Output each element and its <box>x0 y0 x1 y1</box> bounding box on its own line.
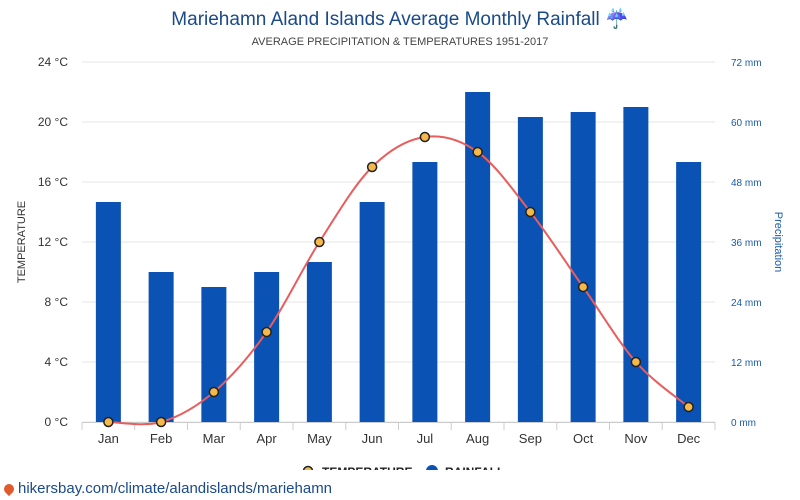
y-right-tick-label: 60 mm <box>731 118 762 129</box>
rainfall-bar[interactable] <box>359 202 385 422</box>
temperature-point[interactable] <box>155 416 167 428</box>
temperature-point[interactable] <box>419 131 431 143</box>
x-tick-label: Oct <box>573 431 594 446</box>
legend[interactable]: TEMPERATURE RAINFALL <box>298 465 504 470</box>
legend-temperature-label[interactable]: TEMPERATURE <box>322 465 412 470</box>
rainfall-bar[interactable] <box>201 287 227 422</box>
chart: 0 °C 0 mm 4 °C 12 mm 8 °C 24 mm 12 °C 36 mm 16 °… <box>16 55 784 470</box>
y-right-tick-label: 0 mm <box>731 418 756 429</box>
rainfall-bar[interactable] <box>465 92 491 422</box>
temperature-point[interactable] <box>683 401 694 413</box>
y-right-tick-label: 12 mm <box>731 358 762 369</box>
x-tick-label: Jan <box>98 431 119 446</box>
y-left-tick-label: 4 °C <box>45 355 69 369</box>
rainfall-bar[interactable] <box>148 272 174 422</box>
rainfall-bar[interactable] <box>570 112 596 422</box>
temperature-point[interactable] <box>472 146 483 158</box>
x-tick-label: Aug <box>466 431 489 446</box>
y-left-axis-label: TEMPERATURE <box>16 201 28 283</box>
y-right-tick-label: 36 mm <box>731 238 762 249</box>
temperature-point[interactable] <box>261 326 272 338</box>
x-tick-label: Feb <box>150 431 172 446</box>
x-tick-label: Mar <box>203 431 226 446</box>
x-tick-label: Jun <box>362 431 383 446</box>
temperature-points <box>103 131 694 428</box>
y-left-tick-label: 12 °C <box>38 235 68 249</box>
y-left-tick-label: 20 °C <box>38 115 68 129</box>
y-right-tick-label: 48 mm <box>731 178 762 189</box>
temperature-point[interactable] <box>577 281 589 293</box>
grid-lines <box>82 61 715 423</box>
y-right-tick-label: 72 mm <box>731 58 762 69</box>
legend-temperature-marker <box>302 465 314 470</box>
x-tick-label: Dec <box>677 431 701 446</box>
x-tick-label: Sep <box>519 431 542 446</box>
temperature-point[interactable] <box>366 161 378 173</box>
x-tick-label: Apr <box>257 431 278 446</box>
umbrella-rain-icon: ☔ <box>605 9 629 30</box>
rainfall-bar[interactable] <box>306 262 332 422</box>
x-tick-label: May <box>307 431 332 446</box>
temperature-point[interactable] <box>314 236 325 248</box>
source-credit[interactable]: hikersbay.com/climate/alandislands/marie… <box>1 480 333 497</box>
x-tick-label: Jul <box>417 431 434 446</box>
y-left-tick-label: 16 °C <box>38 175 68 189</box>
legend-rainfall-label[interactable]: RAINFALL <box>445 465 504 470</box>
source-credit-text[interactable]: hikersbay.com/climate/alandislands/marie… <box>18 480 333 497</box>
location-pin-icon <box>1 481 17 496</box>
y-left-tick-label: 0 °C <box>45 415 69 429</box>
chart-title-text: Mariehamn Aland Islands Average Monthly … <box>171 9 600 30</box>
temperature-point[interactable] <box>525 206 536 218</box>
temperature-point[interactable] <box>630 356 642 368</box>
rainfall-bar[interactable] <box>623 107 649 422</box>
temperature-point[interactable] <box>208 386 220 398</box>
rainfall-bar[interactable] <box>412 162 438 422</box>
y-left-tick-label: 24 °C <box>38 55 68 69</box>
rainfall-bar[interactable] <box>254 272 280 422</box>
y-right-tick-label: 24 mm <box>731 298 762 309</box>
rainfall-bar[interactable] <box>676 162 702 422</box>
x-tick-label: Nov <box>624 431 648 446</box>
y-left-tick-label: 8 °C <box>45 295 69 309</box>
temperature-line <box>108 135 690 426</box>
rainfall-bar[interactable] <box>95 202 121 422</box>
legend-rainfall-marker <box>426 465 438 470</box>
rainfall-bar[interactable] <box>517 117 543 422</box>
y-right-axis-label: Precipitation <box>772 212 784 273</box>
axes: 0 °C 0 mm 4 °C 12 mm 8 °C 24 mm 12 °C 36 mm 16 °… <box>16 55 784 446</box>
chart-subtitle: AVERAGE PRECIPITATION & TEMPERATURES 195… <box>251 36 549 48</box>
rainfall-bars <box>95 92 702 422</box>
temperature-point[interactable] <box>103 416 114 428</box>
chart-title: Mariehamn Aland Islands Average Monthly … <box>0 7 800 31</box>
